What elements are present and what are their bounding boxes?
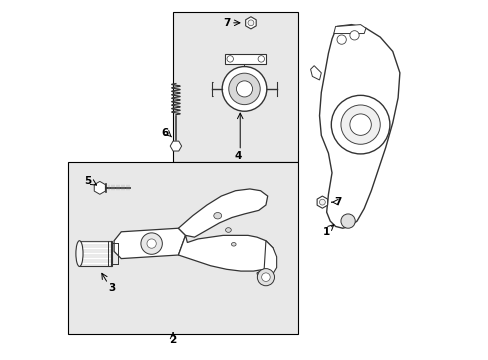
Polygon shape <box>114 228 185 258</box>
Bar <box>224 54 265 64</box>
Text: 7: 7 <box>223 18 230 28</box>
Circle shape <box>141 233 162 254</box>
Ellipse shape <box>213 212 221 219</box>
Ellipse shape <box>236 81 252 97</box>
Bar <box>80 241 111 266</box>
Circle shape <box>349 114 370 135</box>
Polygon shape <box>178 235 274 271</box>
Bar <box>67 162 298 334</box>
Polygon shape <box>257 241 276 281</box>
Polygon shape <box>94 181 105 194</box>
Circle shape <box>147 239 156 248</box>
Text: 7: 7 <box>334 197 341 207</box>
Ellipse shape <box>225 228 231 232</box>
Ellipse shape <box>222 67 266 111</box>
Circle shape <box>340 105 380 144</box>
Circle shape <box>258 56 264 62</box>
Ellipse shape <box>76 241 83 266</box>
Polygon shape <box>316 196 327 208</box>
Ellipse shape <box>228 73 260 105</box>
Text: 4: 4 <box>234 151 241 161</box>
Polygon shape <box>178 189 267 237</box>
Text: 5: 5 <box>83 176 91 186</box>
Circle shape <box>257 269 274 286</box>
Text: 6: 6 <box>161 128 168 138</box>
Polygon shape <box>245 17 256 29</box>
Text: 1: 1 <box>323 227 329 237</box>
Circle shape <box>349 31 358 40</box>
Polygon shape <box>333 24 365 33</box>
Circle shape <box>340 214 354 228</box>
Text: 3: 3 <box>108 283 115 293</box>
Bar <box>173 12 298 162</box>
Circle shape <box>247 20 253 26</box>
Circle shape <box>336 35 346 44</box>
Circle shape <box>226 56 233 62</box>
Polygon shape <box>319 24 399 228</box>
Circle shape <box>331 95 389 154</box>
Text: 2: 2 <box>169 335 176 345</box>
Circle shape <box>319 199 325 205</box>
Circle shape <box>261 273 270 282</box>
Polygon shape <box>310 66 321 80</box>
Polygon shape <box>170 141 181 151</box>
Ellipse shape <box>231 243 236 246</box>
